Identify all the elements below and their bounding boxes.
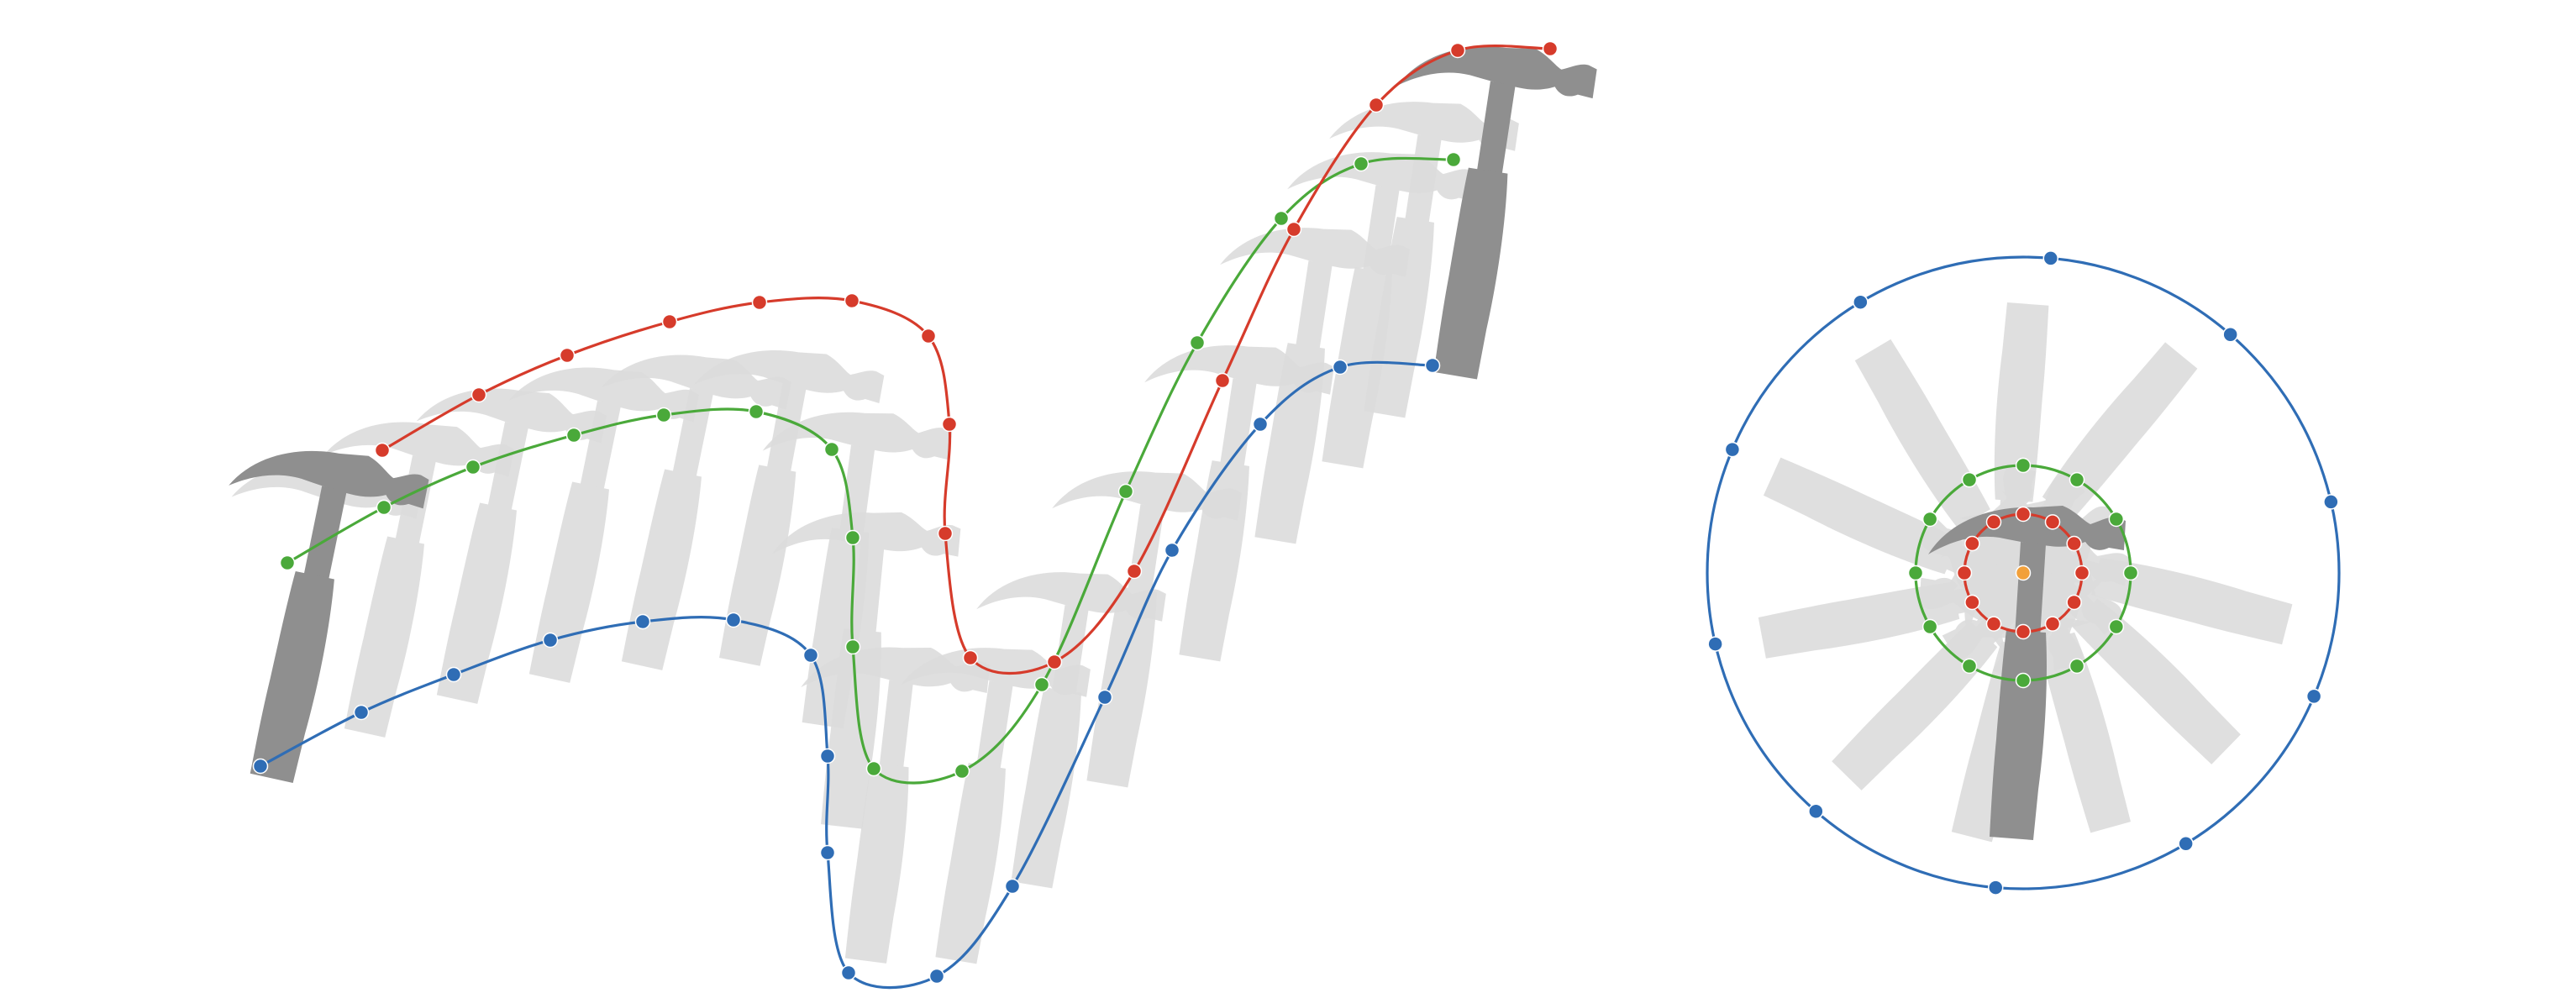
green-trajectory-point	[1273, 210, 1290, 227]
rotation-center-point	[2015, 565, 2032, 581]
blue-rotation-point	[2178, 836, 2194, 852]
blue-trajectory-point	[725, 612, 742, 628]
red-rotation-point	[1985, 616, 2002, 632]
red-trajectory-point	[751, 294, 768, 311]
green-trajectory-point	[1189, 334, 1206, 351]
blue-rotation-point	[1724, 441, 1741, 458]
blue-rotation-point	[1987, 880, 2004, 896]
green-trajectory-point	[1033, 676, 1050, 693]
red-rotation-point	[2074, 565, 2090, 581]
red-trajectory-point	[374, 442, 391, 459]
blue-trajectory-curve	[260, 360, 1433, 990]
green-rotation-point	[1961, 658, 1978, 675]
blue-trajectory-point	[1164, 542, 1180, 559]
red-trajectory-point	[937, 525, 954, 542]
blue-rotation-point	[2323, 494, 2339, 510]
blue-trajectory-point	[819, 748, 836, 764]
red-trajectory-point	[962, 649, 979, 666]
green-trajectory-point	[565, 427, 582, 444]
green-rotation-point	[1921, 618, 1938, 635]
red-rotation-point	[2044, 616, 2061, 632]
green-trajectory-point	[844, 529, 861, 546]
rotation-trajectory-circles	[1706, 250, 2341, 896]
blue-trajectory-point	[1424, 357, 1441, 374]
green-trajectory-point	[465, 459, 481, 475]
blue-trajectory-point	[634, 613, 651, 630]
red-trajectory-point	[471, 386, 487, 403]
blue-trajectory-point	[819, 844, 836, 861]
blue-trajectory-point	[1004, 878, 1021, 895]
red-rotation-point	[1964, 535, 1980, 552]
green-rotation-point	[2069, 471, 2085, 488]
red-rotation-point	[2044, 514, 2061, 530]
green-trajectory-point	[279, 554, 296, 571]
blue-trajectory-point	[542, 632, 559, 649]
blue-trajectory-point	[840, 964, 857, 981]
blue-rotation-point	[2042, 250, 2059, 266]
blue-trajectory-point	[1252, 416, 1269, 433]
green-rotation-point	[2015, 672, 2032, 689]
green-trajectory-point	[1353, 155, 1369, 172]
red-rotation-point	[2015, 623, 2032, 640]
motion-trajectory-curves	[252, 40, 1559, 990]
blue-trajectory-point	[802, 647, 819, 664]
red-rotation-point	[1964, 594, 1980, 611]
red-rotation-point	[1956, 565, 1973, 581]
red-trajectory-point	[1368, 97, 1385, 113]
green-rotation-point	[1921, 511, 1938, 528]
red-trajectory-point	[1542, 40, 1559, 57]
green-rotation-point	[2122, 565, 2139, 581]
green-trajectory-point	[1445, 151, 1462, 168]
blue-rotation-point	[1707, 636, 1723, 652]
green-trajectory-point	[823, 441, 840, 458]
green-rotation-point	[2069, 658, 2085, 675]
blue-trajectory-point	[353, 704, 370, 721]
green-rotation-point	[2108, 511, 2125, 528]
blue-rotation-point	[1808, 803, 1824, 820]
green-rotation-point	[2108, 618, 2125, 635]
red-trajectory-point	[941, 416, 958, 433]
blue-rotation-circle	[1706, 255, 2341, 890]
red-rotation-point	[2015, 506, 2032, 523]
red-trajectory-point	[1449, 42, 1466, 59]
red-rotation-point	[2066, 535, 2082, 552]
green-rotation-point	[2015, 457, 2032, 474]
green-trajectory-point	[748, 403, 765, 420]
green-rotation-point	[1907, 565, 1924, 581]
blue-trajectory-point	[1332, 359, 1348, 376]
green-trajectory-point	[954, 763, 970, 780]
green-trajectory-point	[844, 638, 861, 655]
red-rotation-point	[1985, 514, 2002, 530]
blue-rotation-point	[1853, 294, 1869, 310]
red-trajectory-point	[920, 328, 937, 344]
green-trajectory-point	[865, 760, 882, 777]
green-trajectory-point	[655, 407, 672, 423]
red-trajectory-point	[1046, 654, 1063, 670]
red-trajectory-curve	[381, 44, 1551, 675]
green-rotation-point	[1961, 471, 1978, 488]
red-trajectory-point	[1285, 221, 1302, 238]
red-trajectory-point	[661, 313, 678, 330]
blue-rotation-point	[2305, 688, 2322, 705]
red-trajectory-point	[559, 347, 576, 364]
green-trajectory-point	[376, 499, 392, 516]
red-rotation-point	[2066, 594, 2082, 611]
blue-trajectory-point	[445, 666, 462, 683]
red-trajectory-point	[844, 292, 860, 309]
red-trajectory-point	[1214, 372, 1231, 389]
blue-trajectory-point	[252, 758, 269, 775]
green-trajectory-point	[1117, 483, 1134, 500]
blue-rotation-point	[2222, 326, 2238, 343]
blue-trajectory-point	[1096, 689, 1113, 706]
blue-trajectory-point	[928, 968, 945, 985]
red-trajectory-point	[1126, 563, 1143, 580]
green-trajectory-curve	[287, 156, 1454, 785]
